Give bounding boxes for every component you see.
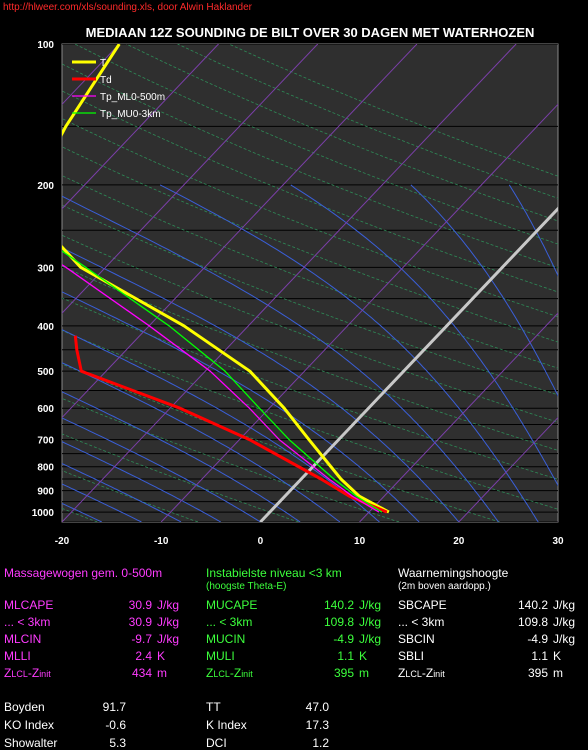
ml-row-unit: m — [157, 666, 167, 680]
ml-row-value: 30.9 — [92, 615, 152, 629]
legend-label: Td — [100, 75, 112, 86]
isotherm-line — [558, 44, 588, 522]
index-right-value: 1.2 — [269, 736, 329, 750]
y-tick-label: 1000 — [32, 508, 55, 519]
index-left-label: KO Index — [4, 718, 54, 732]
mu-row-value: -4.9 — [294, 632, 354, 646]
sb-row-label: ZLCL-Zinit — [398, 666, 445, 680]
ml-row-value: 2.4 — [92, 649, 152, 663]
sb-subheader: (2m boven aardopp.) — [398, 581, 491, 592]
sb-row-value: 395 — [488, 666, 548, 680]
index-right-label: TT — [206, 700, 221, 714]
ml-row-value: -9.7 — [92, 632, 152, 646]
mu-subheader: (hoogste Theta-E) — [206, 581, 286, 592]
mu-row-label: MUCAPE — [206, 598, 257, 612]
y-tick-label: 600 — [37, 404, 54, 415]
y-tick-label: 400 — [37, 322, 54, 333]
legend-label: Tp_MU0-3km — [100, 109, 161, 120]
index-left-label: Showalter — [4, 736, 57, 750]
sb-row-label: SBCIN — [398, 632, 435, 646]
y-tick-label: 100 — [37, 40, 54, 51]
mu-row-value: 1.1 — [294, 649, 354, 663]
ml-row-unit: J/kg — [157, 598, 179, 612]
ml-row-value: 434 — [92, 666, 152, 680]
index-left-value: -0.6 — [66, 718, 126, 732]
ml-row-unit: J/kg — [157, 615, 179, 629]
ml-row-value: 30.9 — [92, 598, 152, 612]
mu-row-unit: J/kg — [359, 598, 381, 612]
index-left-value: 91.7 — [66, 700, 126, 714]
y-tick-label: 200 — [37, 181, 54, 192]
mu-row-unit: J/kg — [359, 632, 381, 646]
x-tick-label: 10 — [354, 536, 366, 547]
y-tick-label: 900 — [37, 487, 54, 498]
mu-row-label: MULI — [206, 649, 235, 663]
mu-row-value: 140.2 — [294, 598, 354, 612]
index-right-label: K Index — [206, 718, 247, 732]
mu-row-unit: J/kg — [359, 615, 381, 629]
mu-row-value: 109.8 — [294, 615, 354, 629]
ml-row-label: ZLCL-Zinit — [4, 666, 51, 680]
sb-row-unit: K — [553, 649, 561, 663]
chart-title: MEDIAAN 12Z SOUNDING DE BILT OVER 30 DAG… — [62, 25, 558, 40]
ml-header: Massagewogen gem. 0-500m — [4, 566, 162, 580]
index-right-value: 47.0 — [269, 700, 329, 714]
ml-row-label: MLCAPE — [4, 598, 53, 612]
sb-row-unit: J/kg — [553, 632, 575, 646]
index-right-label: DCI — [206, 736, 227, 750]
x-tick-label: -20 — [55, 536, 70, 547]
sb-row-unit: J/kg — [553, 598, 575, 612]
x-tick-label: 20 — [453, 536, 465, 547]
ml-row-label: MLCIN — [4, 632, 41, 646]
mu-row-unit: m — [359, 666, 369, 680]
mu-row-label: MUCIN — [206, 632, 245, 646]
isotherm-line — [0, 44, 20, 522]
sb-row-value: -4.9 — [488, 632, 548, 646]
sb-row-unit: m — [553, 666, 563, 680]
sb-header: Waarnemingshoogte — [398, 566, 508, 580]
y-tick-label: 500 — [37, 367, 54, 378]
sb-row-value: 1.1 — [488, 649, 548, 663]
sb-row-label: SBLI — [398, 649, 424, 663]
index-left-value: 5.3 — [66, 736, 126, 750]
sb-row-unit: J/kg — [553, 615, 575, 629]
y-tick-label: 300 — [37, 263, 54, 274]
x-tick-label: 0 — [258, 536, 264, 547]
legend-label: T — [100, 58, 106, 69]
sb-row-label: SBCAPE — [398, 598, 447, 612]
mu-row-label: ZLCL-Zinit — [206, 666, 253, 680]
index-left-label: Boyden — [4, 700, 45, 714]
mu-header: Instabielste niveau <3 km — [206, 566, 342, 580]
y-tick-label: 700 — [37, 436, 54, 447]
mu-row-value: 395 — [294, 666, 354, 680]
sb-row-value: 140.2 — [488, 598, 548, 612]
ml-row-label: ... < 3km — [4, 615, 50, 629]
ml-row-unit: J/kg — [157, 632, 179, 646]
ml-row-unit: K — [157, 649, 165, 663]
legend-label: Tp_ML0-500m — [100, 92, 165, 103]
x-tick-label: 30 — [552, 536, 564, 547]
index-right-value: 17.3 — [269, 718, 329, 732]
x-tick-label: -10 — [154, 536, 169, 547]
mu-row-label: ... < 3km — [206, 615, 252, 629]
sb-row-label: ... < 3km — [398, 615, 444, 629]
y-tick-label: 800 — [37, 463, 54, 474]
skewt-chart: 100 200 300 400 500 600 700 800 900 1000 -20 -10 0 10… — [0, 0, 588, 560]
mu-row-unit: K — [359, 649, 367, 663]
sb-row-value: 109.8 — [488, 615, 548, 629]
ml-row-label: MLLI — [4, 649, 31, 663]
